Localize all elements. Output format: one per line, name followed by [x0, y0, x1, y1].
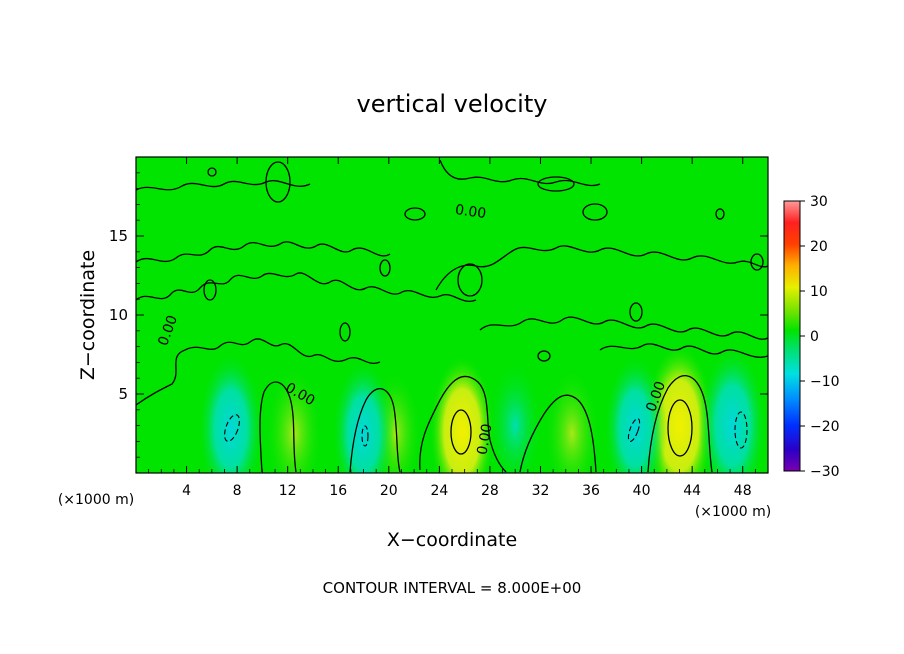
contour-lines: [136, 159, 768, 473]
updraft-region: [264, 363, 324, 473]
colorbar-tick-label: 10: [810, 284, 828, 300]
contour-line: [136, 241, 391, 263]
x-axis-ticks: 4 8 12 16 20 24 28 32 36 40 44 48: [148, 157, 756, 499]
contour-line: [349, 388, 401, 473]
colorbar-ticks: 30 20 10 0 −10 −20 −30: [800, 194, 840, 480]
contour-line: [259, 381, 297, 473]
contour-line: [207, 167, 217, 177]
chart-title: vertical velocity: [357, 90, 548, 118]
x-tick-label: 12: [279, 483, 297, 499]
contour-line: [537, 176, 575, 192]
y-tick-label: 5: [118, 385, 128, 403]
negative-contour: [361, 425, 369, 447]
colorbar: 30 20 10 0 −10 −20 −30: [783, 194, 840, 480]
negative-contour: [627, 418, 641, 442]
y-axis-title: Z−coordinate: [77, 250, 99, 380]
colorbar-tick-label: 30: [810, 194, 828, 210]
downdraft-region: [331, 358, 396, 473]
x-tick-label: 48: [734, 483, 752, 499]
contour-line: [265, 161, 291, 203]
x-tick-label: 16: [329, 483, 347, 499]
updraft-region: [429, 354, 495, 473]
contour-line: [537, 350, 551, 362]
contour-line: [715, 208, 725, 220]
colorbar-gradient: [783, 200, 801, 472]
contour-line: [419, 375, 507, 473]
contour-line: [339, 322, 351, 342]
x-tick-label: 28: [481, 483, 499, 499]
contour-label: 0.00: [454, 202, 487, 222]
contour-line: [647, 375, 713, 473]
negative-contours: [224, 411, 748, 449]
x-tick-label: 24: [430, 483, 448, 499]
x-tick-label: 44: [683, 483, 701, 499]
contour-line: [519, 394, 597, 473]
colorbar-tick-label: −20: [810, 419, 840, 435]
x-tick-label: 4: [182, 483, 191, 499]
contour-line: [599, 343, 768, 358]
contour-line: [750, 253, 764, 271]
downdraft-region: [603, 353, 667, 473]
contour-line: [457, 263, 483, 297]
x-axis-title: X−coordinate: [387, 529, 517, 551]
colorbar-tick-label: −30: [810, 464, 840, 480]
colorbar-tick-label: 0: [810, 329, 819, 345]
x-unit-right: (×1000 m): [695, 504, 771, 520]
contour-line: [136, 180, 311, 191]
contour-line: [629, 302, 643, 322]
contour-interval-text: CONTOUR INTERVAL = 8.000E+00: [323, 579, 582, 597]
negative-contour: [224, 414, 240, 442]
contour-line: [136, 272, 477, 302]
downdraft-region: [487, 358, 544, 473]
contour-label: 0.00: [474, 423, 495, 456]
updraft-region: [544, 366, 601, 473]
contour-line: [450, 409, 472, 455]
downdraft-region: [698, 345, 767, 473]
downdraft-region: [198, 351, 264, 473]
x-tick-label: 40: [633, 483, 651, 499]
contour-line: [404, 207, 426, 221]
x-tick-label: 36: [582, 483, 600, 499]
colorbar-tick-label: −10: [810, 374, 840, 390]
x-unit-left: (×1000 m): [58, 492, 134, 508]
plot-area: 0.00 0.00 0.00 0.00 0.00 4 8 12 16 20 24 28 32 3…: [109, 156, 769, 499]
x-tick-label: 20: [380, 483, 398, 499]
y-axis-ticks: 5 10 15: [109, 172, 768, 458]
y-tick-label: 10: [109, 306, 128, 324]
x-tick-label: 32: [532, 483, 550, 499]
contour-line: [667, 399, 693, 457]
contour-line: [479, 316, 768, 340]
contour-line: [582, 203, 608, 221]
contour-line: [136, 338, 381, 406]
contour-line: [439, 159, 601, 187]
colorbar-tick-label: 20: [810, 239, 828, 255]
x-tick-label: 8: [233, 483, 242, 499]
y-tick-label: 15: [109, 227, 128, 245]
contour-line: [203, 279, 217, 301]
contour-line: [379, 259, 391, 277]
negative-contour: [734, 411, 748, 449]
contour-line: [435, 245, 768, 291]
field-features: [198, 343, 767, 473]
